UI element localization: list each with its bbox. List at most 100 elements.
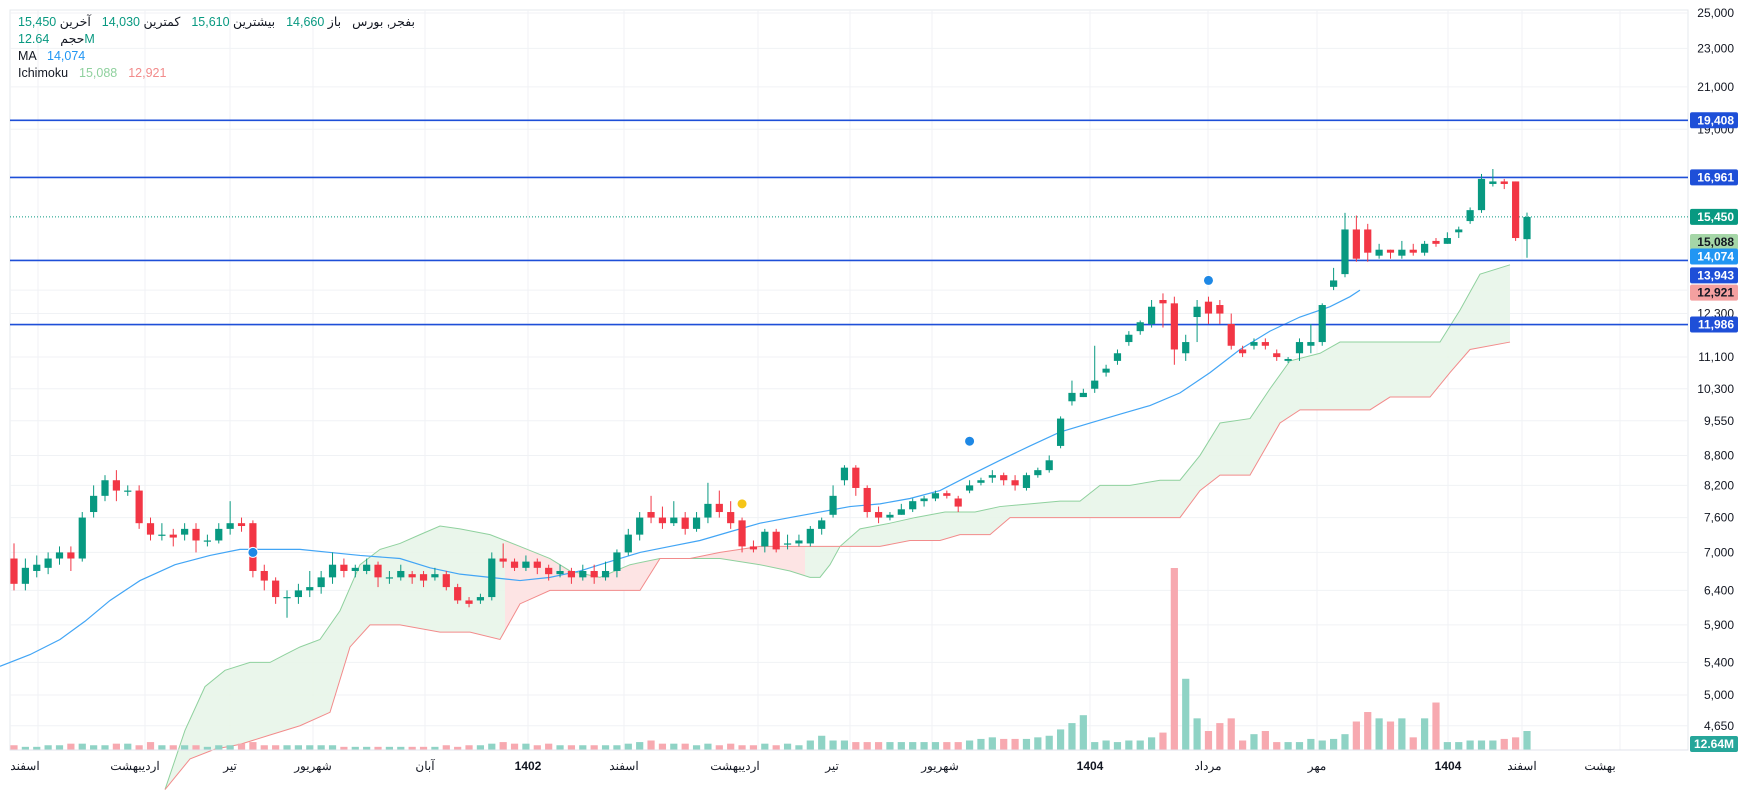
- price-tag-label: 15,450: [1697, 210, 1734, 224]
- volume-label: حجم: [60, 32, 85, 46]
- candle-body: [704, 503, 712, 518]
- time-tick-label: 1402: [515, 759, 542, 773]
- candle-body: [181, 528, 189, 535]
- candle-body: [203, 540, 211, 542]
- candle-body: [146, 523, 155, 535]
- volume-bar: [1443, 742, 1451, 750]
- volume-bar: [1125, 740, 1133, 750]
- ichimoku-row: Ichimoku 15,088 12,921: [18, 65, 415, 82]
- volume-bar: [579, 745, 587, 750]
- volume-bar: [408, 746, 416, 750]
- volume-bar: [920, 742, 928, 750]
- candle-body: [545, 567, 553, 575]
- candle-body: [1261, 342, 1269, 346]
- candle-body: [636, 517, 644, 535]
- price-tag-bg: [1690, 169, 1738, 186]
- volume-bar: [351, 746, 359, 750]
- price-tag: 15,088: [1690, 233, 1738, 250]
- candle-body: [1011, 480, 1019, 486]
- price-tick-label: 25,000: [1697, 6, 1734, 20]
- price-tag-label: 14,074: [1697, 249, 1734, 263]
- low-label: کمترین: [143, 15, 181, 29]
- candle-body: [442, 574, 450, 588]
- volume-bar: [886, 742, 894, 750]
- symbol-name: بفجر, بورس: [352, 15, 416, 29]
- price-tag-bg: [1690, 112, 1738, 129]
- candle-body: [1204, 301, 1213, 314]
- candle-body: [272, 580, 280, 598]
- candle-body: [1136, 322, 1144, 332]
- volume-bar: [533, 745, 541, 750]
- volume-bar: [1261, 731, 1269, 750]
- price-tick-label: 5,000: [1704, 688, 1734, 702]
- candle-body: [1466, 210, 1474, 222]
- time-axis[interactable]: اسفند اردیبهشت تیر شهریور آبان 1402 اسفند اردیب…: [10, 749, 1688, 773]
- candle-body: [852, 467, 860, 488]
- volume-bar: [465, 745, 473, 750]
- time-tick-label: تیر: [824, 759, 839, 773]
- volume-bar: [1034, 737, 1042, 750]
- candle-body: [1079, 392, 1087, 398]
- volume-bar: [545, 743, 553, 750]
- candle-body: [351, 567, 359, 571]
- volume-bar: [33, 746, 41, 750]
- candle-body: [67, 552, 75, 559]
- price-tag-label: 11,986: [1698, 318, 1734, 332]
- volume-bar: [829, 740, 837, 750]
- volume-bar: [1466, 740, 1474, 750]
- legend-panel: بفجر, بورس باز 14,660 بیشترین 15,610 کمت…: [18, 14, 415, 82]
- volume-bar: [1182, 678, 1190, 750]
- time-tick-label: اردیبهشت: [710, 759, 759, 773]
- ma-line: [0, 289, 1361, 667]
- candle-body: [135, 490, 143, 524]
- candle-body: [692, 517, 701, 529]
- volume-bar: [1386, 721, 1395, 750]
- open-value: 14,660: [286, 15, 325, 29]
- volume-bar: [419, 746, 428, 750]
- price-tag-bg: [1690, 248, 1738, 265]
- price-tag-label: 12,921: [1697, 286, 1734, 300]
- grid: [9, 9, 1689, 751]
- volume-bar: [1455, 742, 1463, 750]
- time-tick-label: مهر: [1307, 759, 1327, 773]
- price-tag-label: 15,088: [1697, 235, 1734, 249]
- price-tag: 14,074: [1690, 248, 1738, 265]
- volume-bar: [795, 745, 803, 750]
- high-value: 15,610: [191, 15, 230, 29]
- candle-body: [874, 512, 883, 518]
- candle-body: [567, 570, 576, 578]
- open-label: باز: [327, 15, 342, 29]
- candle-body: [1443, 238, 1451, 244]
- volume-bar: [977, 738, 985, 750]
- candle-body: [863, 487, 871, 513]
- volume-bar: [1102, 740, 1110, 750]
- price-tick-label: 5,400: [1704, 655, 1734, 669]
- close-label: آخرین: [59, 15, 91, 29]
- candle-body: [1352, 229, 1360, 259]
- candles[interactable]: [10, 169, 1531, 618]
- volume-bar: [328, 745, 337, 750]
- time-tick-label: اسفند: [1507, 759, 1536, 773]
- volume-bar: [1500, 738, 1508, 750]
- candle-body: [931, 493, 940, 499]
- candle-body: [1147, 306, 1156, 325]
- horizontal-lines[interactable]: [10, 119, 1688, 326]
- low-value: 14,030: [101, 15, 141, 29]
- candle-body: [1284, 358, 1292, 361]
- volume-bar: [658, 743, 667, 750]
- candle-body: [1386, 249, 1395, 253]
- candle-body: [670, 517, 678, 524]
- volume-bar: [1330, 738, 1338, 750]
- price-tag-bg: [1690, 284, 1738, 301]
- volume-bar: [874, 742, 883, 750]
- price-tag: 16,961: [1690, 169, 1738, 186]
- candle-body: [658, 517, 667, 524]
- volume-bar: [647, 740, 655, 750]
- volume-bar: [112, 743, 120, 750]
- volume-bar: [78, 743, 86, 750]
- volume-bar: [454, 746, 462, 750]
- volume-bar: [988, 737, 996, 750]
- candle-body: [806, 528, 814, 544]
- candle-body: [1375, 249, 1383, 256]
